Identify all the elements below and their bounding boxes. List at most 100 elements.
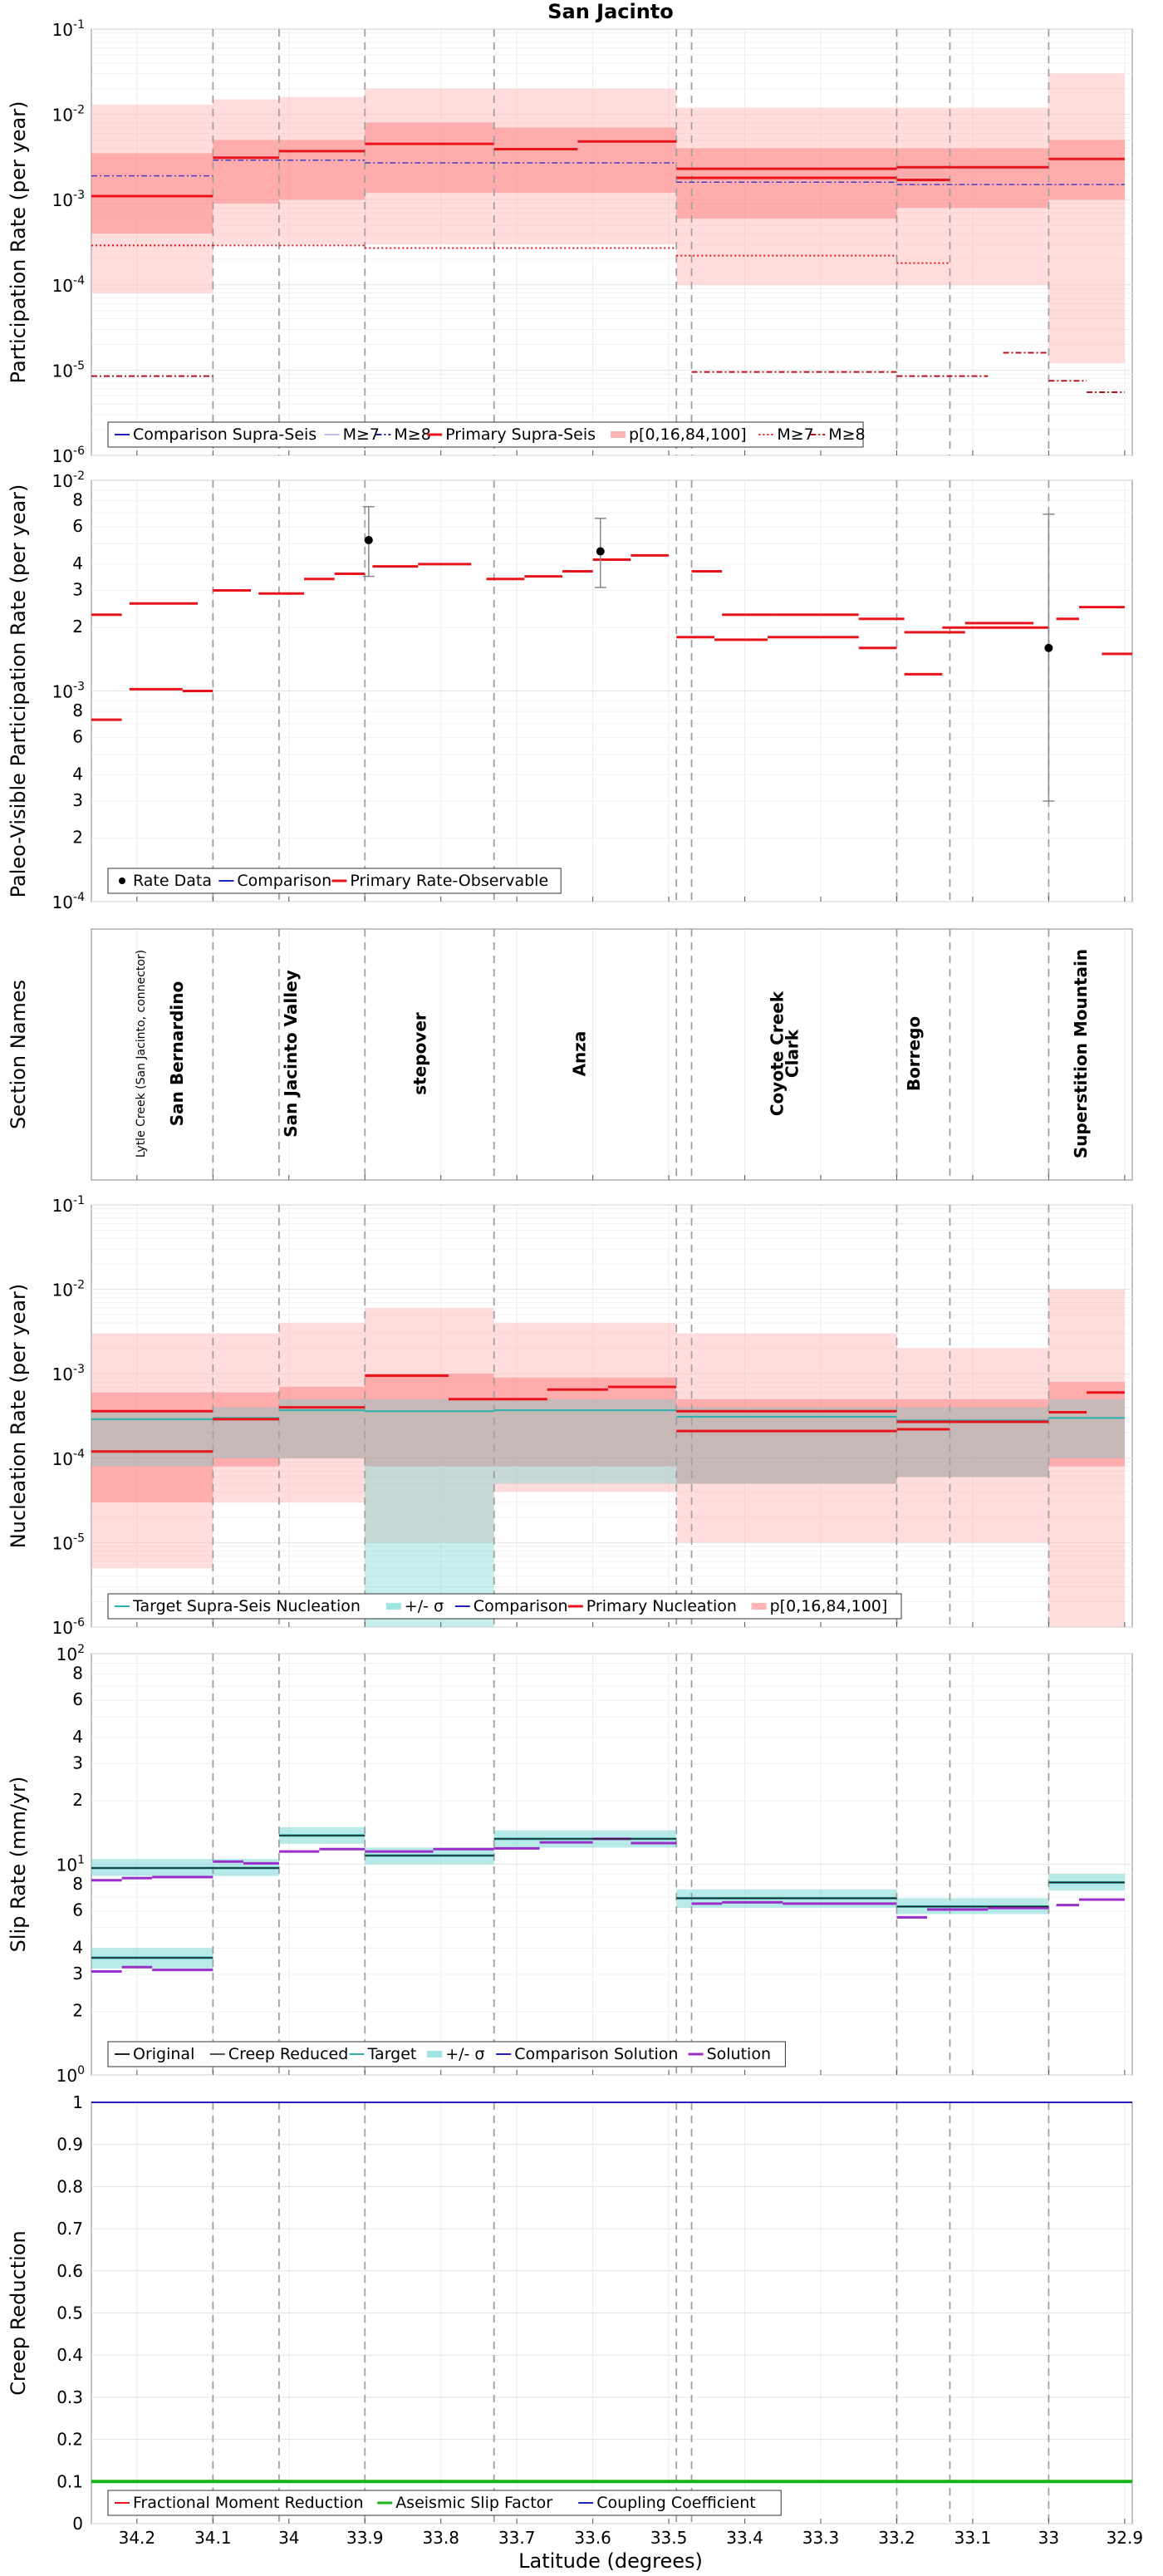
y-tick-label: 1: [72, 2092, 83, 2112]
x-tick-label: 33.1: [954, 2528, 992, 2548]
y-minor-tick-label: 8: [72, 701, 83, 720]
y-tick-label: 0: [72, 2514, 83, 2534]
x-tick-label: 33: [1038, 2528, 1059, 2548]
y-tick-label: 10-2: [52, 1279, 85, 1300]
panel-slip: 2 3 4 6 8 2 3 4 6 8 100 101 102 Slip Rate (mm/yr) Orig…: [7, 1643, 1133, 2086]
section-name-label: Borrego: [904, 1016, 924, 1091]
y-tick-label: 10-4: [52, 891, 86, 912]
section-name-label: stepover: [410, 1012, 429, 1095]
legend-label: Comparison: [237, 872, 331, 890]
legend-label: Solution: [707, 2045, 771, 2063]
y-tick-label: 0.4: [56, 2345, 83, 2365]
y-axis-label: Slip Rate (mm/yr): [7, 1777, 30, 1953]
panel-creep: 0 0.1 0.2 0.3 0.4 0.5 0.6 0.7 0.8 0.9 1 34.2 34.1 34 3…: [7, 2092, 1143, 2548]
x-tick-label: 33.5: [650, 2528, 688, 2548]
uncertainty-band: [213, 140, 279, 204]
x-tick-label: 33.7: [498, 2528, 536, 2548]
uncertainty-band: [676, 1399, 897, 1484]
legend-label: Comparison Solution: [514, 2045, 678, 2063]
uncertainty-band: [1048, 1382, 1125, 1467]
uncertainty-band: [493, 1399, 677, 1484]
uncertainty-band: [676, 1407, 897, 1484]
uncertainty-band: [278, 96, 366, 244]
uncertainty-band: [1048, 1399, 1125, 1458]
legend-label: p[0,16,84,100]: [629, 425, 747, 444]
legend-label: +/- σ: [405, 1597, 444, 1615]
legend-label: Primary Supra-Seis: [445, 425, 596, 444]
uncertainty-band: [896, 1348, 1049, 1543]
uncertainty-band: [91, 153, 213, 234]
y-minor-tick-label: 8: [72, 1874, 83, 1894]
uncertainty-band: [676, 148, 897, 219]
uncertainty-band: [1048, 1289, 1125, 1627]
y-minor-tick-label: 2: [72, 617, 83, 637]
legend-label: +/- σ: [445, 2045, 484, 2063]
y-tick-label: 0.2: [56, 2430, 83, 2450]
legend-box: [107, 421, 864, 448]
uncertainty-band: [896, 107, 1049, 285]
uncertainty-band: [278, 1323, 366, 1502]
uncertainty-band: [91, 1412, 213, 1467]
y-minor-tick-label: 4: [72, 764, 83, 784]
legend-label: M≥7: [343, 425, 380, 444]
y-tick-label: 0.5: [56, 2303, 83, 2323]
y-tick-label: 0.3: [56, 2387, 83, 2407]
y-minor-tick-label: 3: [72, 790, 83, 810]
uncertainty-band: [278, 140, 366, 200]
legend-box: [107, 2490, 782, 2516]
uncertainty-band: [896, 148, 1049, 209]
y-tick-label: 0.1: [56, 2471, 83, 2491]
y-tick-label: 10-2: [52, 469, 85, 491]
panel-paleo: 2 3 4 6 8 2 3 4 6 8 10-4 10-3 10-2 Paleo-Visible Part…: [7, 469, 1133, 912]
y-tick-label: 10-1: [52, 18, 85, 40]
y-axis-label: Nucleation Rate (per year): [7, 1284, 30, 1549]
uncertainty-band: [493, 1323, 677, 1492]
y-tick-label: 10-5: [52, 359, 85, 381]
legend-label: Comparison: [474, 1597, 568, 1615]
y-tick-label: 10-5: [52, 1531, 85, 1553]
x-tick-label: 33.3: [802, 2528, 840, 2548]
legend-label: Aseismic Slip Factor: [395, 2494, 552, 2512]
uncertainty-band: [213, 1392, 279, 1467]
legend-label: M≥8: [828, 425, 865, 444]
y-tick-label: 0.6: [56, 2261, 83, 2281]
legend-label: Primary Rate-Observable: [350, 872, 548, 890]
x-tick-label: 33.8: [422, 2528, 459, 2548]
y-minor-tick-label: 6: [72, 1689, 83, 1709]
y-minor-tick-label: 4: [72, 1727, 83, 1747]
y-tick-label: 10-3: [52, 681, 85, 702]
section-name-label: Anza: [569, 1031, 589, 1077]
x-tick-label: 33.2: [878, 2528, 915, 2548]
panel-sections: Section Names Lytle Creek (San Jacinto, c…: [7, 928, 1133, 1181]
y-tick-label: 10-3: [52, 1363, 85, 1384]
uncertainty-band: [278, 1399, 366, 1458]
legend-label: Comparison Supra-Seis: [133, 425, 317, 444]
section-name-label: San Bernardino: [167, 981, 187, 1127]
section-name-label: Clark: [783, 1029, 802, 1078]
x-tick-label: 34.2: [119, 2528, 156, 2548]
x-tick-label: 33.9: [346, 2528, 384, 2548]
uncertainty-band: [493, 1377, 677, 1467]
y-tick-label: 10-3: [52, 189, 85, 210]
y-tick-label: 0.7: [56, 2219, 83, 2239]
legend-label: Coupling Coefficient: [596, 2494, 756, 2512]
legend-label: p[0,16,84,100]: [770, 1597, 888, 1615]
y-axis-label: Paleo-Visible Participation Rate (per ye…: [7, 484, 30, 898]
y-minor-tick-label: 2: [72, 1790, 83, 1810]
y-minor-tick-label: 6: [72, 727, 83, 747]
y-tick-label: 100: [56, 2064, 85, 2086]
y-minor-tick-label: 4: [72, 1937, 83, 1957]
uncertainty-band: [896, 1407, 1049, 1477]
section-name-label: Superstition Mountain: [1071, 949, 1091, 1158]
y-tick-label: 102: [56, 1643, 85, 1664]
y-axis-label: Creep Reduction: [7, 2230, 30, 2395]
x-tick-label: 33.4: [726, 2528, 763, 2548]
y-minor-tick-label: 8: [72, 490, 83, 510]
x-tick-label: 34: [278, 2528, 299, 2548]
plot-frame: [91, 28, 1133, 456]
panel-nucleation: 10-6 10-5 10-4 10-3 10-2 10-1 Nucleation Rate …: [7, 1194, 1133, 1638]
y-axis-label: Section Names: [7, 980, 30, 1129]
legend-label: M≥7: [777, 425, 813, 444]
rate-data-point: [364, 535, 373, 544]
